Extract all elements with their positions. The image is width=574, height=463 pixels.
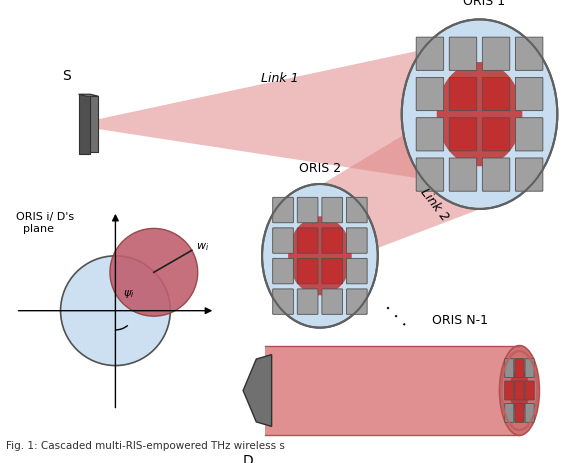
FancyBboxPatch shape: [515, 159, 543, 192]
FancyBboxPatch shape: [347, 198, 367, 223]
FancyBboxPatch shape: [416, 78, 444, 112]
Text: ORIS 1: ORIS 1: [463, 0, 506, 8]
FancyBboxPatch shape: [347, 259, 367, 284]
FancyBboxPatch shape: [297, 198, 318, 223]
Polygon shape: [265, 346, 519, 435]
FancyBboxPatch shape: [416, 159, 444, 192]
FancyBboxPatch shape: [297, 259, 318, 284]
Ellipse shape: [402, 20, 557, 209]
FancyBboxPatch shape: [273, 289, 293, 315]
FancyBboxPatch shape: [416, 38, 444, 71]
FancyBboxPatch shape: [273, 228, 293, 254]
Polygon shape: [87, 97, 99, 153]
FancyBboxPatch shape: [273, 259, 293, 284]
Text: Fig. 1: Cascaded multi-RIS-empowered THz wireless s: Fig. 1: Cascaded multi-RIS-empowered THz…: [6, 440, 285, 450]
Circle shape: [110, 229, 197, 317]
FancyBboxPatch shape: [482, 78, 510, 112]
FancyBboxPatch shape: [347, 289, 367, 315]
Text: S: S: [62, 69, 71, 83]
FancyBboxPatch shape: [505, 381, 514, 400]
FancyBboxPatch shape: [515, 38, 543, 71]
Text: D: D: [243, 453, 254, 463]
FancyBboxPatch shape: [515, 359, 524, 378]
Ellipse shape: [262, 185, 378, 328]
Text: $\psi_i$: $\psi_i$: [123, 287, 135, 299]
FancyBboxPatch shape: [515, 404, 524, 422]
FancyBboxPatch shape: [416, 119, 444, 151]
FancyBboxPatch shape: [525, 381, 534, 400]
Text: ORIS 2: ORIS 2: [299, 162, 341, 175]
Ellipse shape: [288, 217, 352, 296]
FancyBboxPatch shape: [347, 228, 367, 254]
Text: Link 1: Link 1: [261, 72, 299, 85]
FancyBboxPatch shape: [482, 38, 510, 71]
FancyBboxPatch shape: [515, 119, 543, 151]
FancyBboxPatch shape: [525, 404, 534, 422]
Text: $w_i$: $w_i$: [196, 241, 209, 253]
FancyBboxPatch shape: [297, 289, 318, 315]
FancyBboxPatch shape: [515, 381, 524, 400]
FancyBboxPatch shape: [322, 198, 343, 223]
FancyBboxPatch shape: [322, 228, 343, 254]
Text: ORIS i/ D's
  plane: ORIS i/ D's plane: [15, 212, 74, 233]
FancyBboxPatch shape: [297, 228, 318, 254]
Polygon shape: [323, 116, 482, 256]
FancyBboxPatch shape: [505, 404, 514, 422]
Text: · · ·: · · ·: [378, 300, 411, 332]
FancyBboxPatch shape: [482, 119, 510, 151]
Text: Link 2: Link 2: [418, 186, 451, 223]
Ellipse shape: [437, 63, 522, 167]
FancyBboxPatch shape: [525, 359, 534, 378]
FancyBboxPatch shape: [449, 38, 477, 71]
Polygon shape: [243, 355, 272, 426]
Ellipse shape: [502, 351, 537, 430]
FancyBboxPatch shape: [273, 198, 293, 223]
Polygon shape: [79, 95, 99, 97]
FancyBboxPatch shape: [449, 119, 477, 151]
Text: ORIS N-1: ORIS N-1: [432, 313, 487, 326]
FancyBboxPatch shape: [482, 159, 510, 192]
Ellipse shape: [510, 369, 529, 413]
FancyBboxPatch shape: [515, 78, 543, 112]
Polygon shape: [98, 47, 443, 182]
FancyBboxPatch shape: [449, 159, 477, 192]
Ellipse shape: [499, 346, 540, 435]
Polygon shape: [79, 95, 91, 155]
FancyBboxPatch shape: [505, 359, 514, 378]
FancyBboxPatch shape: [449, 78, 477, 112]
FancyBboxPatch shape: [322, 289, 343, 315]
FancyBboxPatch shape: [322, 259, 343, 284]
Circle shape: [60, 257, 170, 366]
